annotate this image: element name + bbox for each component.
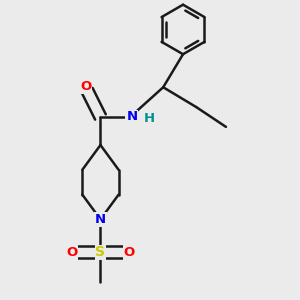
Text: N: N <box>126 110 137 124</box>
Text: O: O <box>80 80 91 93</box>
Text: O: O <box>66 246 77 259</box>
Text: N: N <box>95 213 106 226</box>
Text: O: O <box>124 246 135 259</box>
Text: H: H <box>144 112 155 125</box>
Text: S: S <box>95 245 106 260</box>
